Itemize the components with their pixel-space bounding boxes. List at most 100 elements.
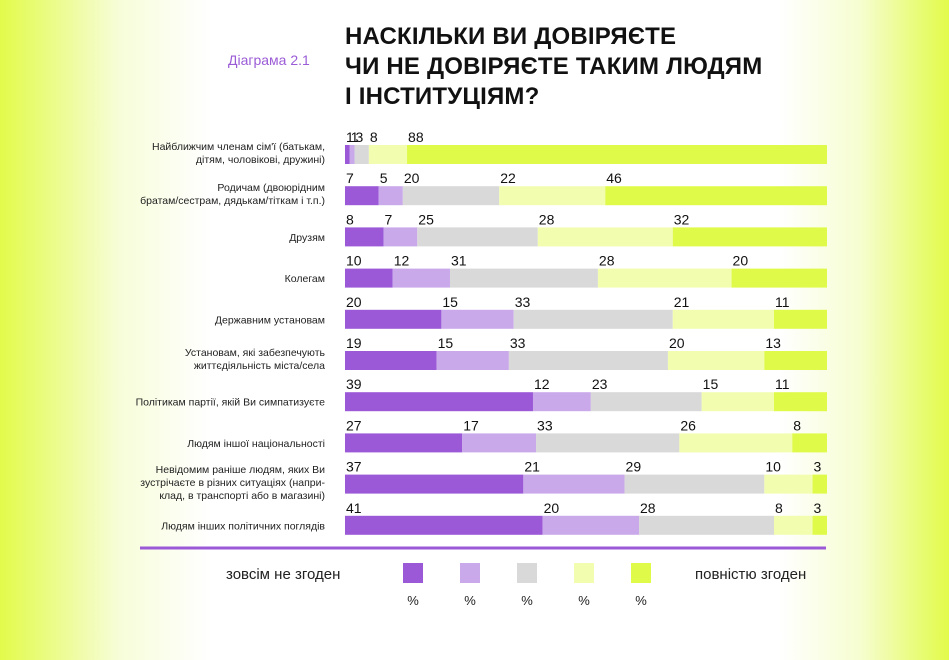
data-label: 15 bbox=[438, 335, 454, 351]
category-label: Людям іншої національності bbox=[187, 438, 325, 450]
data-label: 11 bbox=[775, 294, 790, 310]
bar-segment bbox=[701, 392, 774, 412]
data-label: 21 bbox=[674, 294, 690, 310]
data-label: 25 bbox=[418, 211, 434, 227]
data-label: 37 bbox=[346, 459, 362, 475]
legend-swatch bbox=[517, 563, 537, 583]
data-label: 28 bbox=[539, 211, 555, 227]
data-label: 7 bbox=[346, 170, 354, 186]
data-label: 46 bbox=[606, 170, 622, 186]
bar-segment bbox=[345, 433, 463, 453]
bar-segment bbox=[383, 227, 418, 247]
bar-row: Політикам партії, якій Ви симпатизуєте 39… bbox=[136, 376, 827, 412]
legend-swatch bbox=[631, 563, 651, 583]
bar-row: Людям інших політичних поглядів 41 20 28 8 3 bbox=[161, 500, 827, 535]
bar-row: Установам, які забезпечуютьжиттєдіяльніс… bbox=[185, 335, 827, 372]
data-label: 10 bbox=[765, 459, 781, 475]
data-label: 1 bbox=[346, 129, 354, 145]
data-label: 33 bbox=[537, 417, 553, 433]
bar-segment bbox=[449, 268, 598, 288]
data-label: 5 bbox=[380, 170, 388, 186]
bar-segment bbox=[590, 392, 702, 412]
bar-segment bbox=[349, 145, 355, 164]
data-label: 8 bbox=[793, 417, 801, 433]
bar-row: Людям іншої національності 27 17 33 26 8 bbox=[187, 417, 827, 453]
data-label: 27 bbox=[346, 417, 362, 433]
bar-row: Колегам 10 12 31 28 20 bbox=[285, 253, 827, 288]
data-label: 1 bbox=[351, 129, 359, 145]
bar-row: Невідомим раніше людям, яких Визустрічає… bbox=[140, 459, 827, 502]
bar-segment bbox=[532, 392, 591, 412]
bar-segment bbox=[441, 309, 514, 329]
data-label: 13 bbox=[765, 335, 781, 351]
legend-swatch bbox=[403, 563, 423, 583]
bar-segment bbox=[536, 433, 680, 453]
data-label: 31 bbox=[451, 253, 467, 269]
bar-segment bbox=[345, 515, 543, 535]
bar-segment bbox=[354, 145, 369, 164]
data-label: 39 bbox=[346, 376, 362, 392]
legend: зовсім не згоден повністю згоден %%%%% bbox=[226, 563, 806, 608]
data-label: 21 bbox=[524, 459, 540, 475]
data-label: 12 bbox=[534, 376, 550, 392]
legend-swatch bbox=[574, 563, 594, 583]
bar-segment bbox=[773, 515, 813, 535]
legend-unit-label: % bbox=[578, 593, 590, 608]
bar-segment bbox=[407, 145, 827, 164]
bar-segment bbox=[345, 309, 442, 329]
category-label: Друзям bbox=[289, 232, 325, 244]
data-label: 29 bbox=[626, 459, 642, 475]
bar-segment bbox=[436, 351, 509, 370]
bar-segment bbox=[345, 351, 437, 370]
bar-segment bbox=[378, 186, 403, 206]
data-label: 20 bbox=[404, 170, 420, 186]
category-label: Людям інших політичних поглядів bbox=[161, 520, 325, 532]
bar-segment bbox=[392, 268, 450, 288]
data-label: 8 bbox=[346, 211, 354, 227]
category-label: Державним установам bbox=[215, 314, 325, 326]
title-line-3: І ІНСТИТУЦІЯМ? bbox=[345, 83, 540, 110]
bar-segment bbox=[368, 145, 408, 164]
bar-segment bbox=[672, 309, 774, 329]
data-label: 20 bbox=[544, 500, 560, 516]
bar-segment bbox=[508, 351, 668, 370]
bar-segment bbox=[345, 268, 393, 288]
bar-segment bbox=[417, 227, 538, 247]
legend-unit-label: % bbox=[464, 593, 476, 608]
bar-segment bbox=[402, 186, 500, 206]
bar-segment bbox=[639, 515, 774, 535]
data-label: 8 bbox=[775, 500, 783, 516]
bar-segment bbox=[605, 186, 827, 206]
category-label: Невідомим раніше людям, яких Ви bbox=[156, 464, 325, 476]
data-label: 3 bbox=[814, 459, 822, 475]
data-label: 23 bbox=[592, 376, 608, 392]
bar-segment bbox=[345, 474, 524, 494]
category-label: Політикам партії, якій Ви симпатизуєте bbox=[136, 397, 326, 409]
bar-segment bbox=[667, 351, 765, 370]
bar-segment bbox=[345, 186, 379, 206]
bar-segment bbox=[597, 268, 732, 288]
bar-segment bbox=[773, 392, 827, 412]
legend-right-label: повністю згоден bbox=[695, 566, 806, 583]
data-label: 11 bbox=[775, 376, 790, 392]
data-label: 28 bbox=[599, 253, 615, 269]
bar-segment bbox=[764, 474, 813, 494]
data-label: 88 bbox=[408, 129, 424, 145]
data-label: 33 bbox=[510, 335, 526, 351]
bar-segment bbox=[679, 433, 793, 453]
data-label: 33 bbox=[515, 294, 531, 310]
bar-segment bbox=[792, 433, 827, 453]
bar-row: Друзям 8 7 25 28 32 bbox=[289, 211, 827, 247]
data-label: 41 bbox=[346, 500, 362, 516]
data-label: 20 bbox=[346, 294, 362, 310]
bar-segment bbox=[731, 268, 827, 288]
data-label: 20 bbox=[669, 335, 685, 351]
bar-row: Найближчим членам сім'ї (батькам,дітям, … bbox=[152, 129, 827, 166]
legend-unit-label: % bbox=[521, 593, 533, 608]
data-label: 32 bbox=[674, 211, 690, 227]
category-label: життєдіяльність міста/села bbox=[194, 360, 325, 372]
bar-segment bbox=[812, 474, 827, 494]
category-label: зустрічаєте в різних ситуаціях (напри- bbox=[140, 477, 325, 489]
